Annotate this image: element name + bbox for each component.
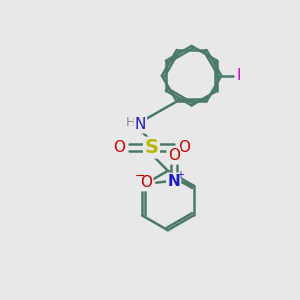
Text: O: O: [113, 140, 125, 155]
Text: −: −: [135, 170, 146, 183]
Text: N: N: [134, 117, 146, 132]
Text: I: I: [237, 68, 242, 83]
Text: O: O: [140, 175, 152, 190]
Text: O: O: [168, 148, 180, 164]
Text: H: H: [125, 116, 135, 129]
Text: +: +: [176, 170, 184, 180]
Text: N: N: [167, 174, 180, 189]
Text: O: O: [178, 140, 190, 155]
Text: S: S: [145, 138, 158, 157]
